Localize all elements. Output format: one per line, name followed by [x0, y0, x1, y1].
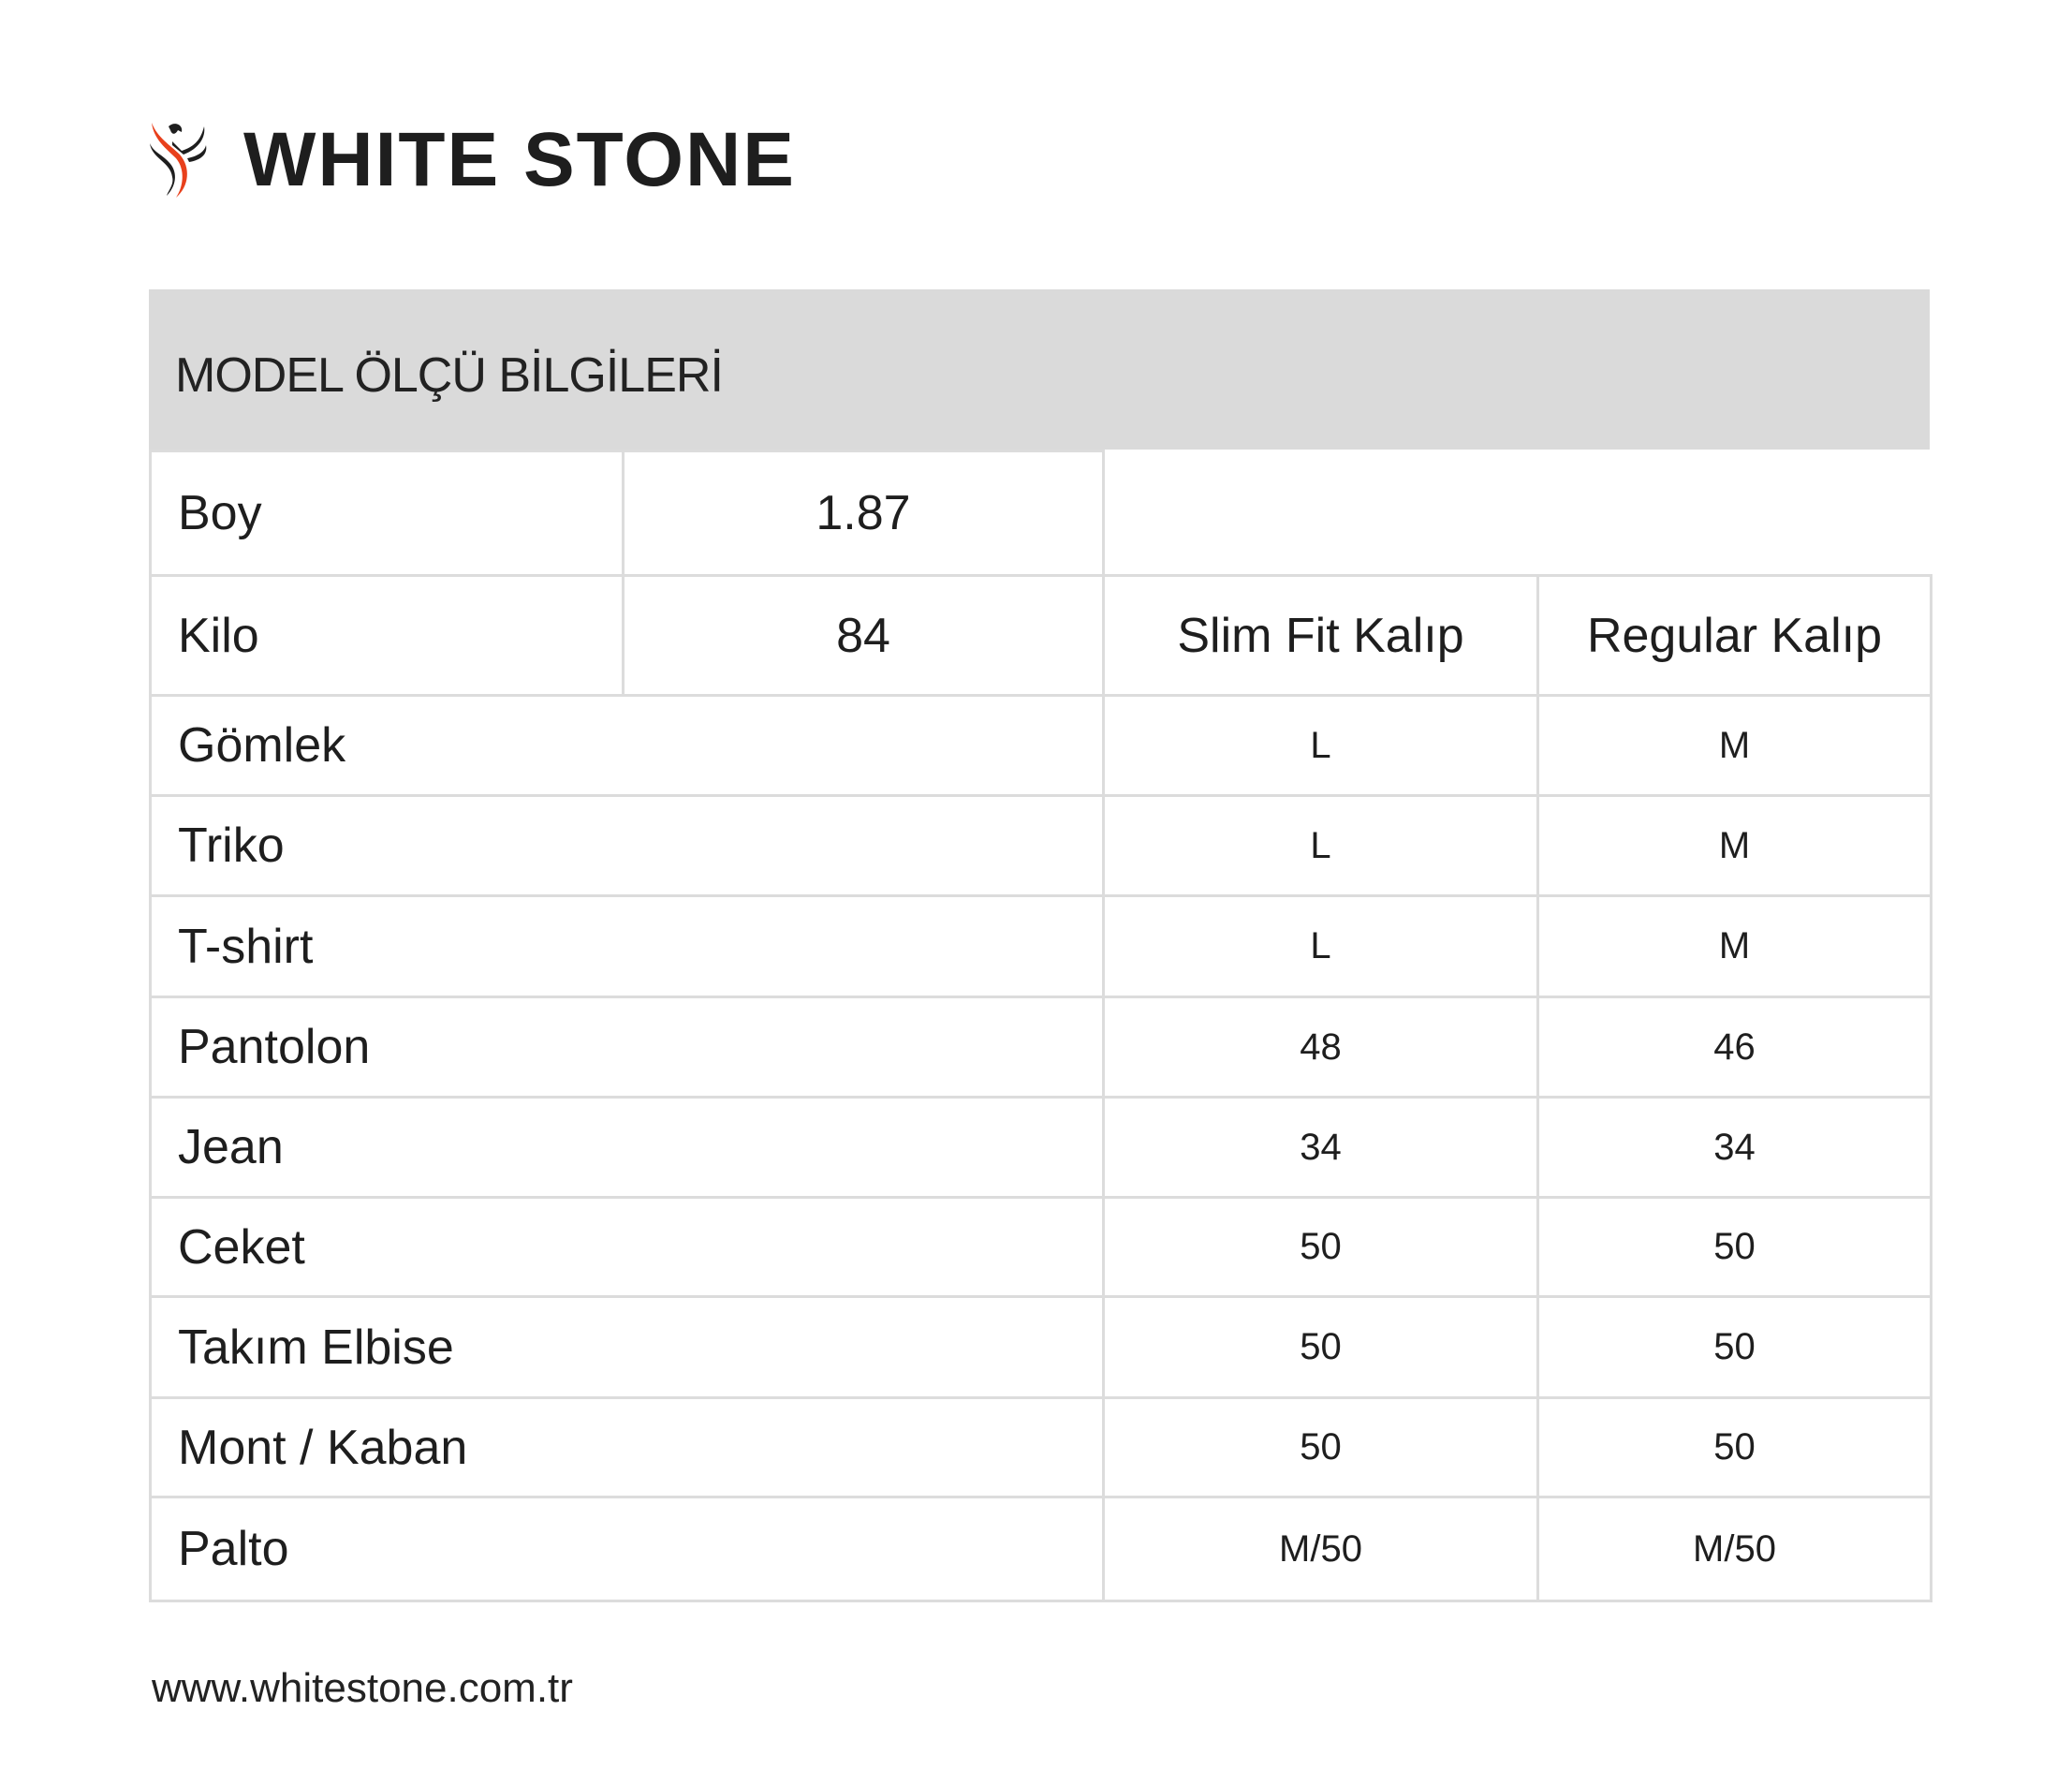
size-table: Boy 1.87 Kilo 84 Slim Fit Kalıp Regular … — [149, 450, 1932, 1602]
size-row: Triko L M — [149, 794, 1932, 897]
garment-label: Mont / Kaban — [149, 1396, 1105, 1498]
garment-label: T-shirt — [149, 894, 1105, 998]
size-row: Ceket 50 50 — [149, 1196, 1932, 1298]
model-row-height: Boy 1.87 — [149, 450, 1932, 577]
size-row: Gömlek L M — [149, 694, 1932, 797]
column-header-regular: Regular Kalıp — [1536, 574, 1932, 697]
garment-label: Gömlek — [149, 694, 1105, 797]
regular-size: 50 — [1536, 1196, 1932, 1298]
brand-name: WHITE STONE — [243, 117, 796, 202]
column-header-slim: Slim Fit Kalıp — [1102, 574, 1539, 697]
size-row: Pantolon 48 46 — [149, 996, 1932, 1099]
table-title: MODEL ÖLÇÜ BİLGİLERİ — [175, 348, 724, 403]
garment-label: Triko — [149, 794, 1105, 897]
model-value: 84 — [622, 574, 1105, 697]
slim-size: M/50 — [1102, 1496, 1539, 1602]
regular-size: M/50 — [1536, 1496, 1932, 1602]
size-row: Takım Elbise 50 50 — [149, 1295, 1932, 1399]
slim-size: 50 — [1102, 1196, 1539, 1298]
slim-size: 50 — [1102, 1396, 1539, 1498]
size-row: Jean 34 34 — [149, 1096, 1932, 1199]
regular-size: M — [1536, 794, 1932, 897]
regular-size: 34 — [1536, 1096, 1932, 1199]
brand-logo: WHITE STONE — [148, 116, 796, 204]
size-row: Mont / Kaban 50 50 — [149, 1396, 1932, 1498]
model-label: Boy — [149, 450, 625, 577]
table-title-bar: MODEL ÖLÇÜ BİLGİLERİ — [149, 289, 1930, 450]
garment-label: Jean — [149, 1096, 1105, 1199]
garment-label: Takım Elbise — [149, 1295, 1105, 1399]
regular-size: 50 — [1536, 1295, 1932, 1399]
model-row-weight: Kilo 84 Slim Fit Kalıp Regular Kalıp — [149, 574, 1932, 697]
regular-size: M — [1536, 694, 1932, 797]
model-value: 1.87 — [622, 450, 1105, 577]
garment-label: Palto — [149, 1496, 1105, 1602]
model-label: Kilo — [149, 574, 625, 697]
regular-size: 46 — [1536, 996, 1932, 1099]
size-row: T-shirt L M — [149, 894, 1932, 998]
slim-size: L — [1102, 694, 1539, 797]
garment-label: Ceket — [149, 1196, 1105, 1298]
size-row: Palto M/50 M/50 — [149, 1496, 1932, 1602]
slim-size: 50 — [1102, 1295, 1539, 1399]
slim-size: 48 — [1102, 996, 1539, 1099]
empty-cell — [1102, 450, 1932, 577]
regular-size: M — [1536, 894, 1932, 998]
slim-size: L — [1102, 794, 1539, 897]
website-url: www.whitestone.com.tr — [152, 1665, 573, 1711]
garment-label: Pantolon — [149, 996, 1105, 1099]
slim-size: L — [1102, 894, 1539, 998]
phoenix-logo-icon — [150, 123, 207, 198]
slim-size: 34 — [1102, 1096, 1539, 1199]
regular-size: 50 — [1536, 1396, 1932, 1498]
